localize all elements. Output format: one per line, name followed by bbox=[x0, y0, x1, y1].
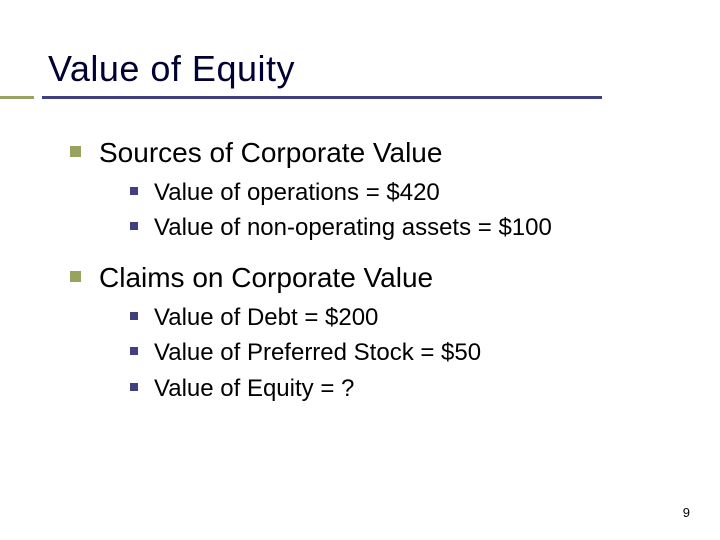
title-underline bbox=[48, 94, 672, 104]
sub-item-text: Value of non-operating assets = $100 bbox=[154, 211, 552, 245]
square-bullet-icon bbox=[130, 312, 138, 320]
sub-item-text: Value of Equity = ? bbox=[154, 372, 354, 406]
sub-item-text: Value of Preferred Stock = $50 bbox=[154, 336, 481, 370]
sub-list: Value of Debt = $200 Value of Preferred … bbox=[70, 301, 672, 406]
sub-item-text: Value of Debt = $200 bbox=[154, 301, 378, 335]
page-number: 9 bbox=[683, 505, 690, 520]
square-bullet-icon bbox=[130, 347, 138, 355]
square-bullet-icon bbox=[70, 271, 81, 282]
title-block: Value of Equity bbox=[48, 48, 672, 104]
list-item: Value of Equity = ? bbox=[130, 372, 672, 406]
list-item: Value of operations = $420 bbox=[130, 176, 672, 210]
slide-content: Sources of Corporate Value Value of oper… bbox=[48, 128, 672, 406]
section-label: Claims on Corporate Value bbox=[99, 259, 433, 297]
square-bullet-icon bbox=[130, 383, 138, 391]
slide: Value of Equity Sources of Corporate Val… bbox=[0, 0, 720, 540]
square-bullet-icon bbox=[130, 187, 138, 195]
list-item: Value of non-operating assets = $100 bbox=[130, 211, 672, 245]
list-item: Value of Debt = $200 bbox=[130, 301, 672, 335]
underline-accent-short bbox=[0, 96, 34, 99]
square-bullet-icon bbox=[70, 146, 81, 157]
list-item: Sources of Corporate Value bbox=[70, 134, 672, 172]
list-item: Value of Preferred Stock = $50 bbox=[130, 336, 672, 370]
list-item: Claims on Corporate Value bbox=[70, 259, 672, 297]
slide-title: Value of Equity bbox=[48, 48, 672, 90]
underline-accent-long bbox=[42, 96, 602, 99]
sub-list: Value of operations = $420 Value of non-… bbox=[70, 176, 672, 245]
sub-item-text: Value of operations = $420 bbox=[154, 176, 440, 210]
square-bullet-icon bbox=[130, 222, 138, 230]
section-label: Sources of Corporate Value bbox=[99, 134, 442, 172]
